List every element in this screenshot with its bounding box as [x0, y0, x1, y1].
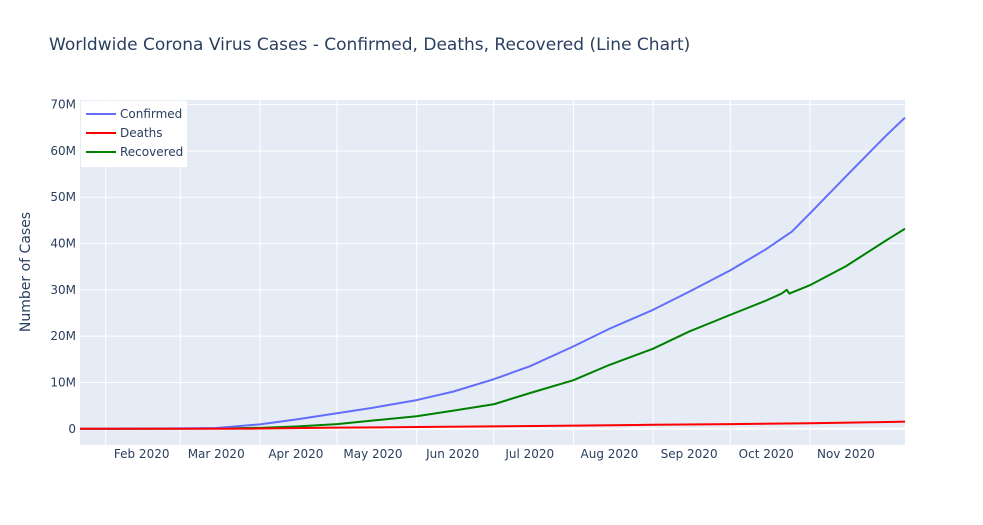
gridlines	[80, 100, 905, 445]
legend-item-deaths[interactable]: Deaths	[86, 126, 163, 140]
series-lines	[79, 116, 906, 430]
y-tick-label: 10M	[50, 375, 76, 389]
y-tick-label: 50M	[50, 190, 76, 204]
x-tick-label: Jul 2020	[504, 447, 554, 461]
y-tick-label: 0	[68, 422, 76, 436]
legend-label: Deaths	[120, 126, 163, 140]
legend[interactable]: Confirmed Deaths Recovered	[81, 101, 187, 167]
x-tick-label: Nov 2020	[817, 447, 875, 461]
legend-item-recovered[interactable]: Recovered	[86, 145, 183, 159]
y-tick-label: 70M	[50, 98, 76, 112]
legend-item-confirmed[interactable]: Confirmed	[86, 107, 182, 121]
x-tick-label: Apr 2020	[268, 447, 323, 461]
y-axis-ticks: 0 10M 20M 30M 40M 50M 60M 70M	[50, 98, 76, 436]
series-line-deaths	[80, 420, 906, 430]
x-axis-ticks: Feb 2020 Mar 2020 Apr 2020 May 2020 Jun 2020…	[114, 447, 875, 461]
x-tick-label: May 2020	[343, 447, 402, 461]
plot-area	[80, 100, 905, 445]
legend-label: Confirmed	[120, 107, 182, 121]
y-tick-label: 20M	[50, 329, 76, 343]
chart-title: Worldwide Corona Virus Cases - Confirmed…	[49, 35, 690, 55]
y-tick-label: 30M	[50, 283, 76, 297]
x-tick-label: Oct 2020	[739, 447, 794, 461]
y-tick-label: 60M	[50, 144, 76, 158]
x-tick-label: Feb 2020	[114, 447, 170, 461]
y-tick-label: 40M	[50, 237, 76, 251]
y-axis-title: Number of Cases	[18, 212, 34, 332]
x-tick-label: Sep 2020	[661, 447, 718, 461]
legend-label: Recovered	[120, 145, 183, 159]
x-tick-label: Mar 2020	[188, 447, 245, 461]
x-tick-label: Jun 2020	[425, 447, 479, 461]
x-tick-label: Aug 2020	[581, 447, 639, 461]
